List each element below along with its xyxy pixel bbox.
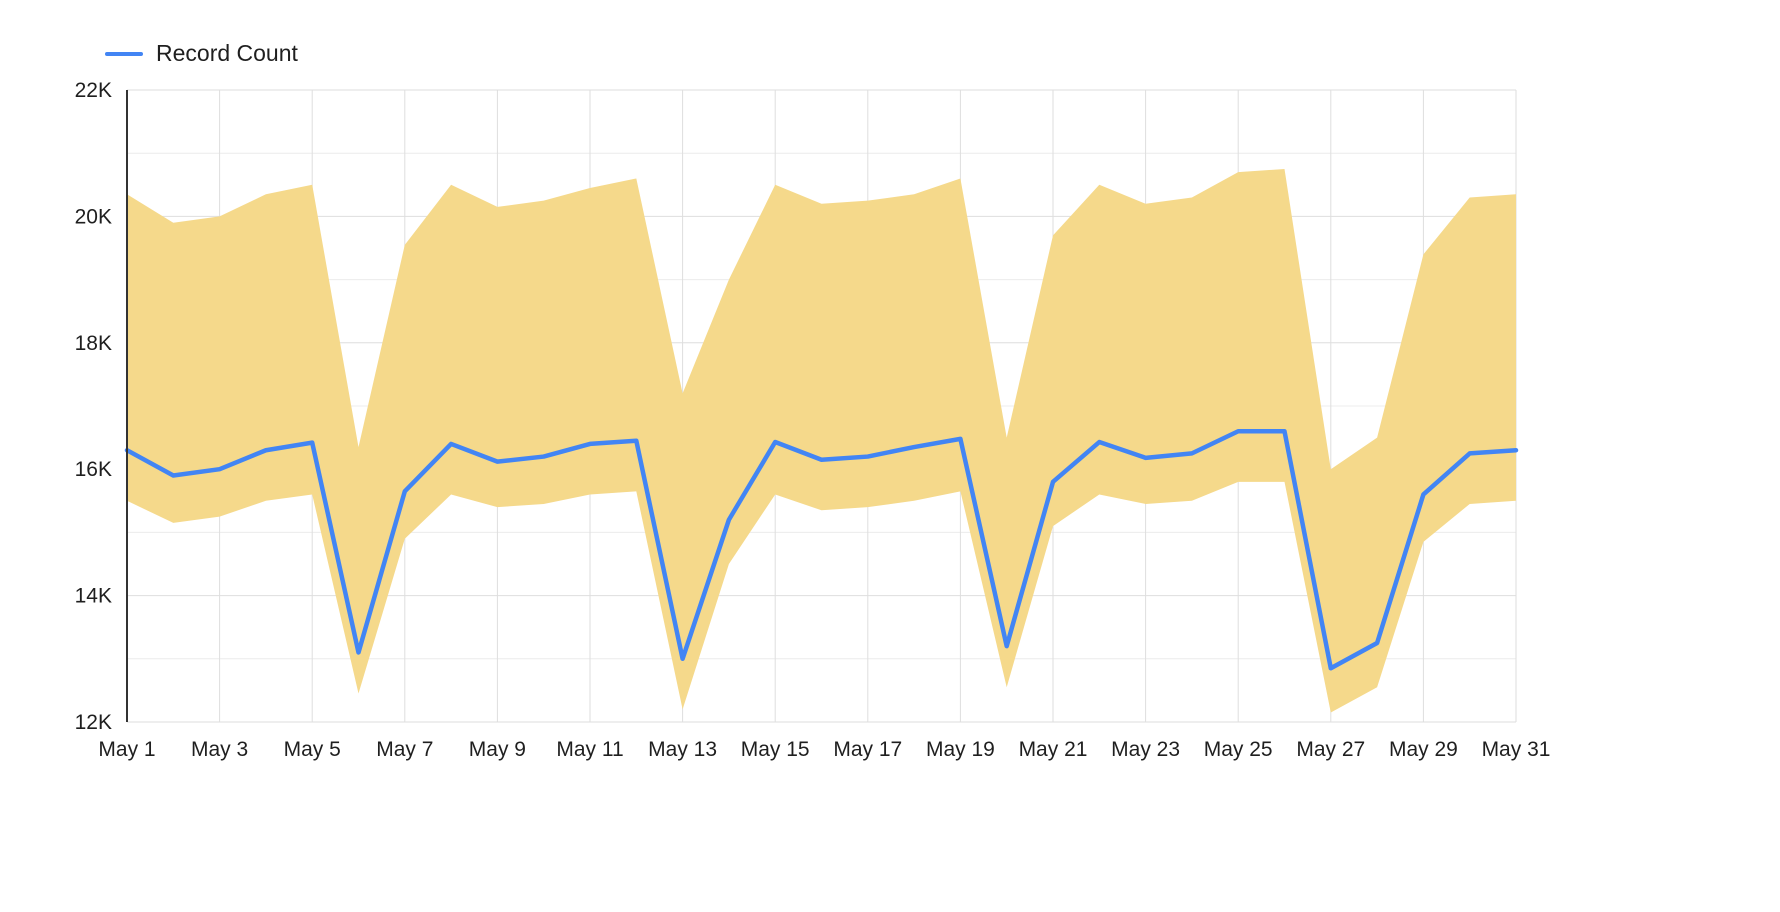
x-axis-label: May 7 — [376, 738, 433, 761]
x-axis-label: May 9 — [469, 738, 526, 761]
y-axis-label: 18K — [75, 332, 112, 355]
x-axis-label: May 25 — [1204, 738, 1273, 761]
y-axis-label: 16K — [75, 458, 112, 481]
y-axis-label: 20K — [75, 205, 112, 228]
legend-label: Record Count — [156, 40, 298, 66]
y-axis-label: 14K — [75, 585, 112, 608]
x-axis-label: May 27 — [1296, 738, 1365, 761]
x-axis-label: May 17 — [833, 738, 902, 761]
x-axis-label: May 1 — [98, 738, 155, 761]
x-axis-label: May 19 — [926, 738, 995, 761]
record-count-band-area — [127, 169, 1516, 713]
x-axis-label: May 15 — [741, 738, 810, 761]
legend: Record Count — [105, 42, 298, 65]
legend-line-swatch — [105, 51, 143, 56]
x-axis-label: May 13 — [648, 738, 717, 761]
x-axis-label: May 3 — [191, 738, 248, 761]
x-axis-label: May 31 — [1482, 738, 1551, 761]
x-axis-label: May 23 — [1111, 738, 1180, 761]
y-axis-label: 12K — [75, 711, 112, 734]
x-axis-label: May 21 — [1019, 738, 1088, 761]
x-axis-label: May 5 — [284, 738, 341, 761]
x-axis-label: May 29 — [1389, 738, 1458, 761]
record-count-line — [124, 429, 1519, 671]
y-axis-label: 22K — [75, 79, 112, 102]
x-axis-label: May 11 — [556, 738, 623, 761]
